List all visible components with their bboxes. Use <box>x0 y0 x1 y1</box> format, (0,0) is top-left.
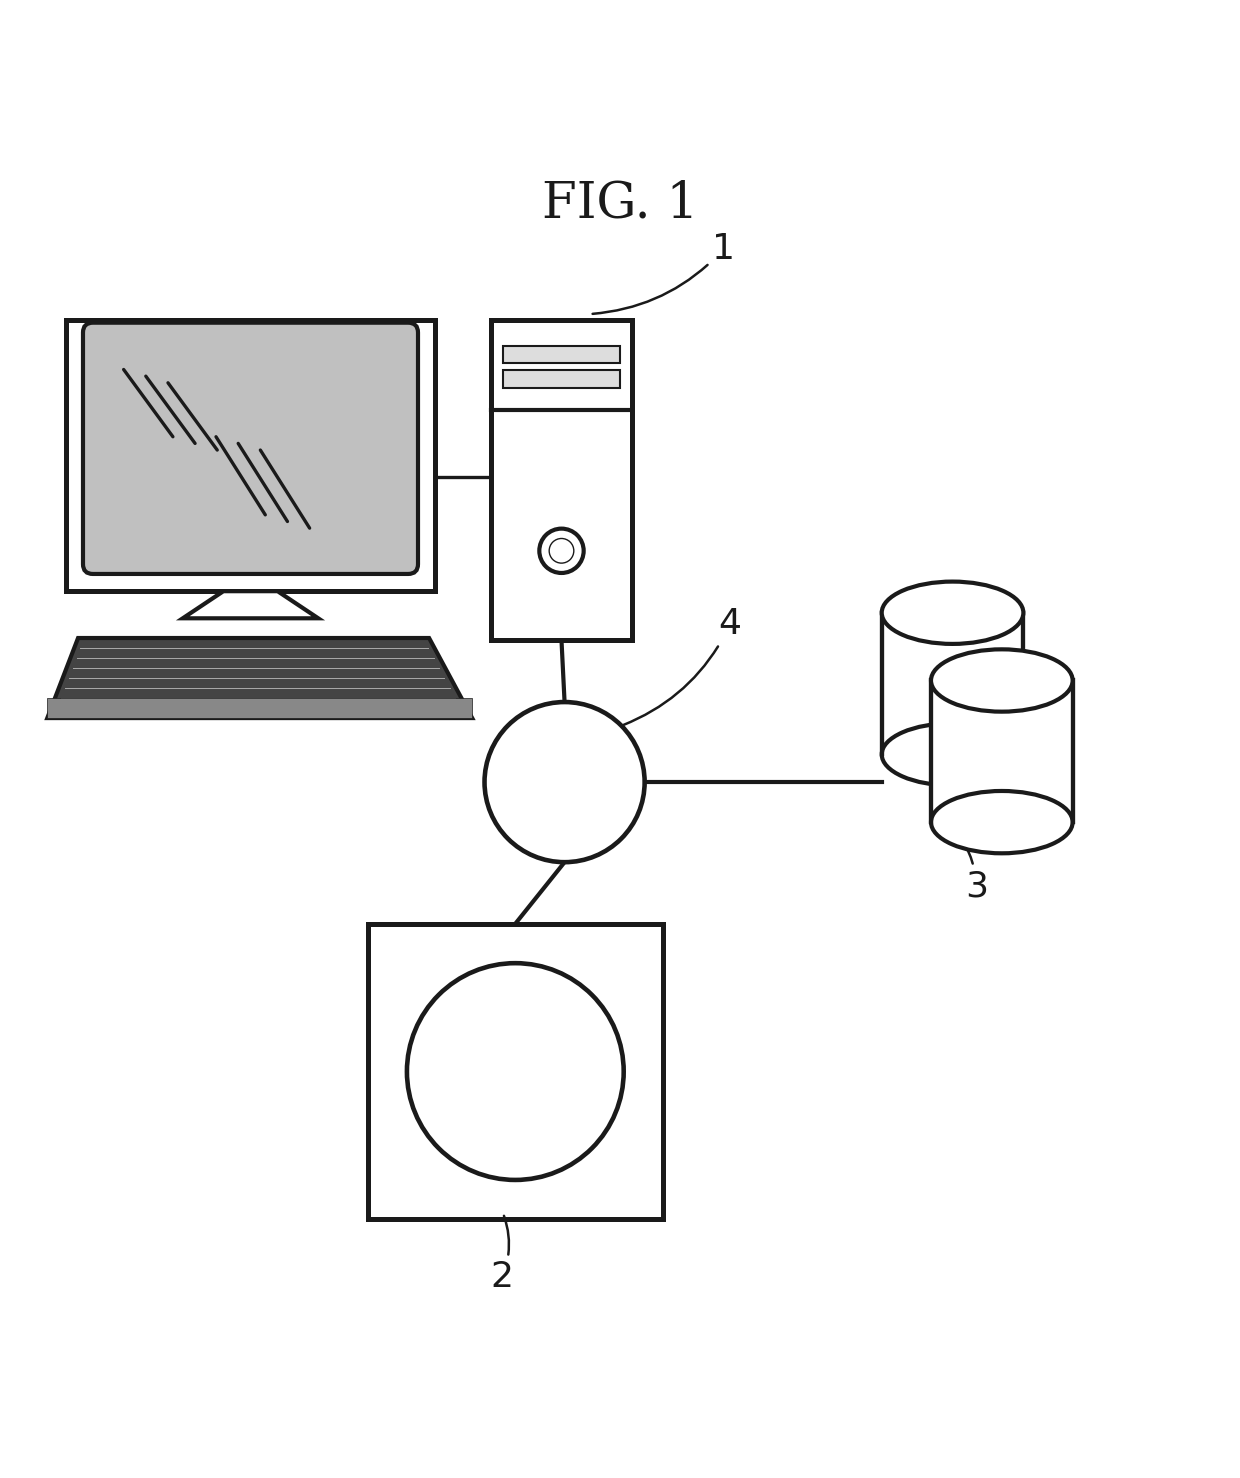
Text: 2: 2 <box>491 1216 513 1295</box>
Polygon shape <box>47 699 472 718</box>
Ellipse shape <box>882 581 1023 644</box>
FancyBboxPatch shape <box>83 322 418 573</box>
Ellipse shape <box>931 791 1073 853</box>
Ellipse shape <box>882 723 1023 785</box>
Bar <box>66 321 435 591</box>
Bar <box>882 613 1023 754</box>
Polygon shape <box>47 638 472 718</box>
Bar <box>931 680 1073 822</box>
Circle shape <box>539 529 584 573</box>
Bar <box>503 371 620 387</box>
Text: 4: 4 <box>624 607 742 726</box>
Text: 3: 3 <box>945 817 988 903</box>
Bar <box>503 346 620 364</box>
Text: FIG. 1: FIG. 1 <box>542 179 698 228</box>
Text: 1: 1 <box>593 232 735 313</box>
Circle shape <box>485 702 645 862</box>
Circle shape <box>549 538 574 563</box>
Polygon shape <box>182 591 319 618</box>
Bar <box>367 924 663 1219</box>
Bar <box>491 321 632 640</box>
Ellipse shape <box>931 649 1073 712</box>
Circle shape <box>407 964 624 1179</box>
